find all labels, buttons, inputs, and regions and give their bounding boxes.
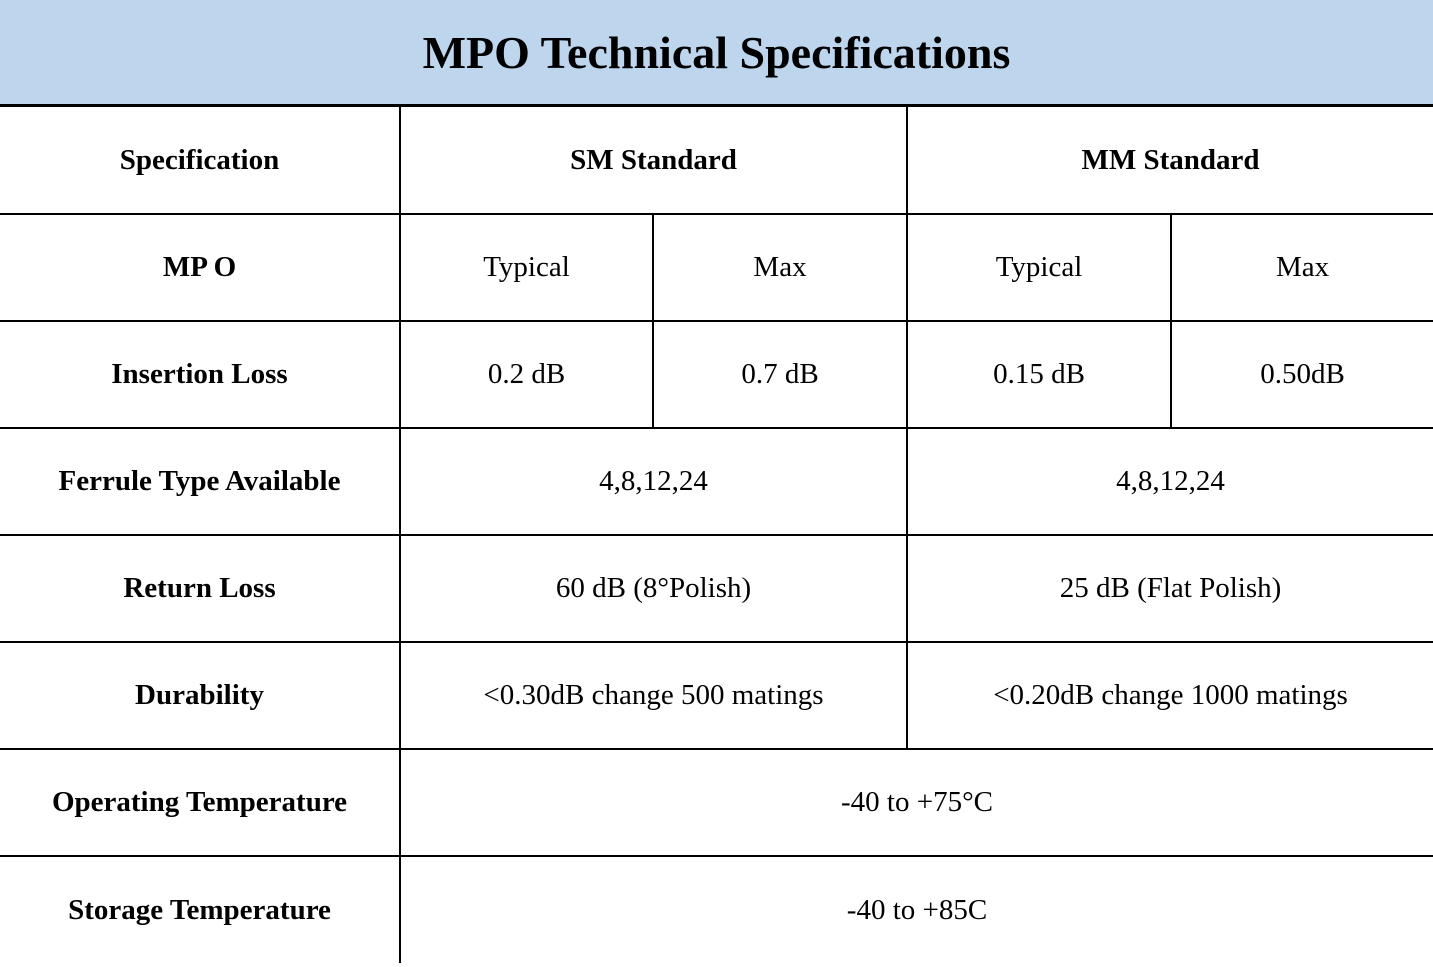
row-label-storage-temperature: Storage Temperature: [0, 855, 401, 963]
row-label-durability: Durability: [0, 641, 401, 750]
row-label-insertion-loss: Insertion Loss: [0, 320, 401, 429]
storage-temperature-value: -40 to +85C: [398, 855, 1433, 963]
insertion-loss-row: Insertion Loss 0.2 dB 0.7 dB 0.15 dB 0.5…: [0, 320, 1433, 429]
header-cell-mm-standard: MM Standard: [906, 107, 1433, 215]
durability-sm-value: <0.30dB change 500 matings: [398, 641, 909, 750]
return-loss-sm-value: 60 dB (8°Polish): [398, 534, 909, 643]
row-label-return-loss: Return Loss: [0, 534, 401, 643]
return-loss-row: Return Loss 60 dB (8°Polish) 25 dB (Flat…: [0, 534, 1433, 643]
storage-temperature-row: Storage Temperature -40 to +85C: [0, 855, 1433, 963]
subheader-mm-max: Max: [1170, 213, 1433, 322]
subheader-sm-typical: Typical: [399, 213, 654, 322]
insertion-loss-sm-max: 0.7 dB: [651, 320, 909, 429]
durability-mm-value: <0.20dB change 1000 matings: [906, 641, 1433, 750]
subheader-mm-typical: Typical: [906, 213, 1173, 322]
insertion-loss-sm-typical: 0.2 dB: [399, 320, 654, 429]
return-loss-mm-value: 25 dB (Flat Polish): [906, 534, 1433, 643]
ferrule-type-sm-value: 4,8,12,24: [398, 427, 909, 536]
insertion-loss-mm-typical: 0.15 dB: [906, 320, 1173, 429]
durability-row: Durability <0.30dB change 500 matings <0…: [0, 641, 1433, 750]
title-banner: MPO Technical Specifications: [0, 0, 1433, 107]
header-cell-specification: Specification: [0, 107, 401, 215]
subheader-sm-max: Max: [651, 213, 909, 322]
ferrule-type-mm-value: 4,8,12,24: [906, 427, 1433, 536]
ferrule-type-row: Ferrule Type Available 4,8,12,24 4,8,12,…: [0, 427, 1433, 536]
row-label-mpo: MP O: [0, 213, 401, 322]
insertion-loss-mm-max: 0.50dB: [1170, 320, 1433, 429]
mpo-subheader-row: MP O Typical Max Typical Max: [0, 213, 1433, 322]
header-row: Specification SM Standard MM Standard: [0, 107, 1433, 215]
row-label-operating-temperature: Operating Temperature: [0, 748, 401, 857]
page-title: MPO Technical Specifications: [422, 26, 1011, 78]
row-label-ferrule-type: Ferrule Type Available: [0, 427, 401, 536]
spec-table: Specification SM Standard MM Standard MP…: [0, 107, 1433, 963]
operating-temperature-value: -40 to +75°C: [398, 748, 1433, 857]
operating-temperature-row: Operating Temperature -40 to +75°C: [0, 748, 1433, 857]
header-cell-sm-standard: SM Standard: [398, 107, 909, 215]
